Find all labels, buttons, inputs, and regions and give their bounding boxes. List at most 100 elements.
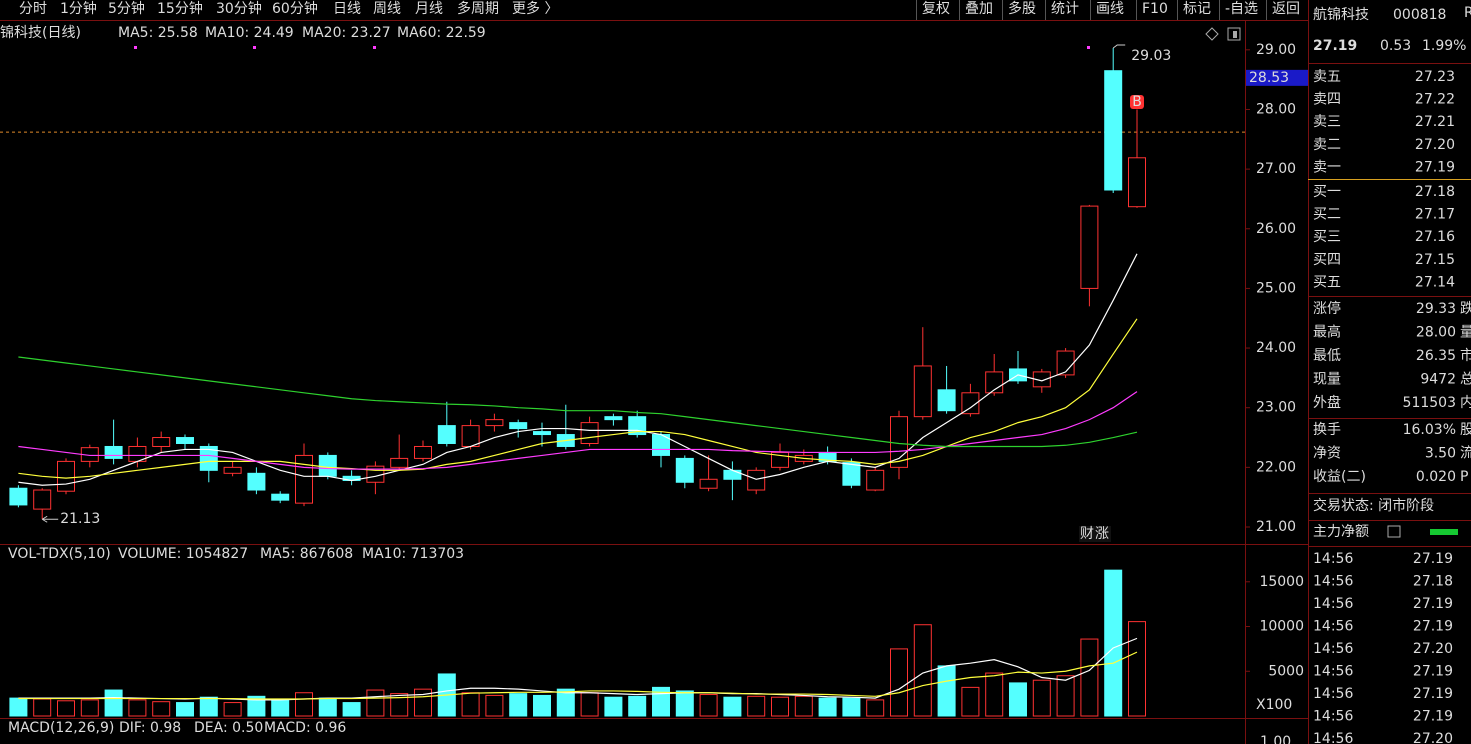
- volume-bar: [152, 701, 171, 717]
- candle-body: [842, 462, 861, 486]
- tool-button[interactable]: -自选: [1225, 1, 1258, 17]
- tool-button[interactable]: 复权: [922, 0, 950, 17]
- tool-button[interactable]: F10: [1142, 1, 1168, 17]
- period-tab[interactable]: 多周期: [457, 0, 499, 17]
- volume-bar: [390, 693, 409, 717]
- last-price: 27.19: [1313, 38, 1357, 54]
- trade-status: 交易状态: 闭市阶段: [1313, 497, 1434, 514]
- period-tab[interactable]: 更多 〉: [512, 0, 558, 17]
- volume-bar: [818, 697, 837, 717]
- news-marker-label: 涨: [1095, 526, 1109, 542]
- stat-label: 涨停: [1313, 300, 1341, 317]
- order-label: 买三: [1313, 229, 1341, 245]
- volume-legend: MA10: 713703: [362, 546, 464, 562]
- macd-legend: DEA: 0.50: [194, 720, 263, 736]
- order-label: 买一: [1313, 184, 1341, 200]
- tool-button[interactable]: 画线: [1096, 1, 1124, 17]
- volume-bar: [1009, 682, 1027, 717]
- period-tab[interactable]: 月线: [415, 1, 443, 17]
- period-tab[interactable]: 周线: [373, 1, 401, 17]
- stat-label: 外盘: [1313, 394, 1341, 411]
- volume-bar: [1056, 675, 1075, 717]
- candle-body: [223, 466, 242, 474]
- candle-body: [533, 431, 551, 436]
- y-tick-label: 21.00: [1256, 519, 1296, 535]
- stat-label: 最低: [1313, 348, 1341, 364]
- order-label: 卖三: [1313, 114, 1341, 130]
- candle-body: [1128, 157, 1146, 208]
- stock-name: 航锦科技: [1313, 6, 1369, 23]
- candle-body: [604, 416, 623, 421]
- volume-bar: [176, 702, 194, 717]
- period-tab[interactable]: 30分钟: [216, 0, 262, 17]
- news-marker: [1079, 526, 1111, 542]
- tool-button[interactable]: 叠加: [965, 1, 993, 17]
- stat-label: 最高: [1313, 324, 1341, 341]
- stat-label: 现量: [1313, 372, 1341, 388]
- volume-bar: [342, 702, 361, 717]
- tick-time: 14:56: [1313, 641, 1353, 657]
- volume-bar: [509, 693, 528, 717]
- volume-bar: [604, 696, 623, 717]
- stat-tail: 总: [1460, 372, 1471, 388]
- tool-button[interactable]: 返回: [1272, 1, 1300, 17]
- tool-button[interactable]: 统计: [1051, 1, 1079, 17]
- stat-tail: 内: [1460, 395, 1471, 411]
- stat-tail: 市: [1460, 347, 1471, 364]
- stat-value: 3.50: [1425, 446, 1456, 462]
- order-price: 27.14: [1415, 274, 1455, 290]
- ma-line: [18, 253, 1138, 486]
- buy-marker[interactable]: [1130, 95, 1144, 109]
- stat-tail: 跌: [1460, 301, 1471, 317]
- period-tab[interactable]: 60分钟: [272, 0, 318, 17]
- period-tab[interactable]: 1分钟: [60, 0, 97, 17]
- volume-bar: [937, 665, 956, 717]
- volume-bar: [1032, 679, 1051, 717]
- flow-bar: [1430, 529, 1458, 535]
- tick-time: 14:56: [1313, 596, 1353, 612]
- price-change-pct: 1.99%: [1422, 38, 1466, 54]
- ma-line: [18, 318, 1138, 479]
- candle-body: [461, 425, 480, 447]
- tick-time: 14:56: [1313, 551, 1353, 567]
- period-tab[interactable]: 日线: [333, 1, 361, 17]
- stat-label: 净资: [1313, 446, 1341, 462]
- volume-bar: [699, 694, 718, 717]
- tool-button[interactable]: 标记: [1183, 1, 1211, 17]
- volume-bar: [1080, 638, 1099, 717]
- diamond-icon[interactable]: [1205, 27, 1219, 41]
- period-tab[interactable]: 15分钟: [157, 0, 203, 17]
- period-tab[interactable]: 分时: [19, 1, 47, 17]
- y-tick-label: 22.00: [1256, 459, 1296, 475]
- low-label: 21.13: [60, 511, 100, 527]
- volume-bar: [1104, 569, 1123, 717]
- order-label: 卖四: [1313, 92, 1341, 108]
- order-label: 买五: [1313, 274, 1341, 290]
- flow-icon[interactable]: [1387, 525, 1401, 538]
- volume-bar: [128, 699, 147, 717]
- order-price: 27.18: [1415, 184, 1455, 200]
- volume-bar: [33, 698, 52, 717]
- stat-value: 26.35: [1416, 348, 1456, 364]
- stock-code: 000818: [1393, 7, 1446, 23]
- y-tick-label: 15000: [1259, 574, 1304, 590]
- volume-bar: [652, 686, 670, 717]
- cursor-price-box: [1246, 69, 1308, 86]
- candle-body: [1032, 371, 1051, 388]
- macd-tick: 1.00: [1260, 734, 1291, 744]
- period-tab[interactable]: 5分钟: [108, 0, 145, 17]
- stat-value: 29.33: [1416, 301, 1456, 317]
- order-price: 27.20: [1415, 137, 1455, 153]
- square-icon[interactable]: [1227, 27, 1241, 41]
- volume-bar: [580, 692, 599, 717]
- stat-value: 511503: [1403, 395, 1456, 411]
- tool-button[interactable]: 多股: [1008, 0, 1036, 17]
- volume-bar: [961, 686, 980, 717]
- high-pointer: [1112, 44, 1126, 49]
- macd-legend: DIF: 0.98: [119, 720, 181, 736]
- candle-body: [318, 454, 337, 477]
- volume-bar: [675, 690, 694, 717]
- candle-body: [699, 478, 718, 489]
- candle-body: [390, 457, 409, 468]
- volume-bar: [628, 695, 647, 717]
